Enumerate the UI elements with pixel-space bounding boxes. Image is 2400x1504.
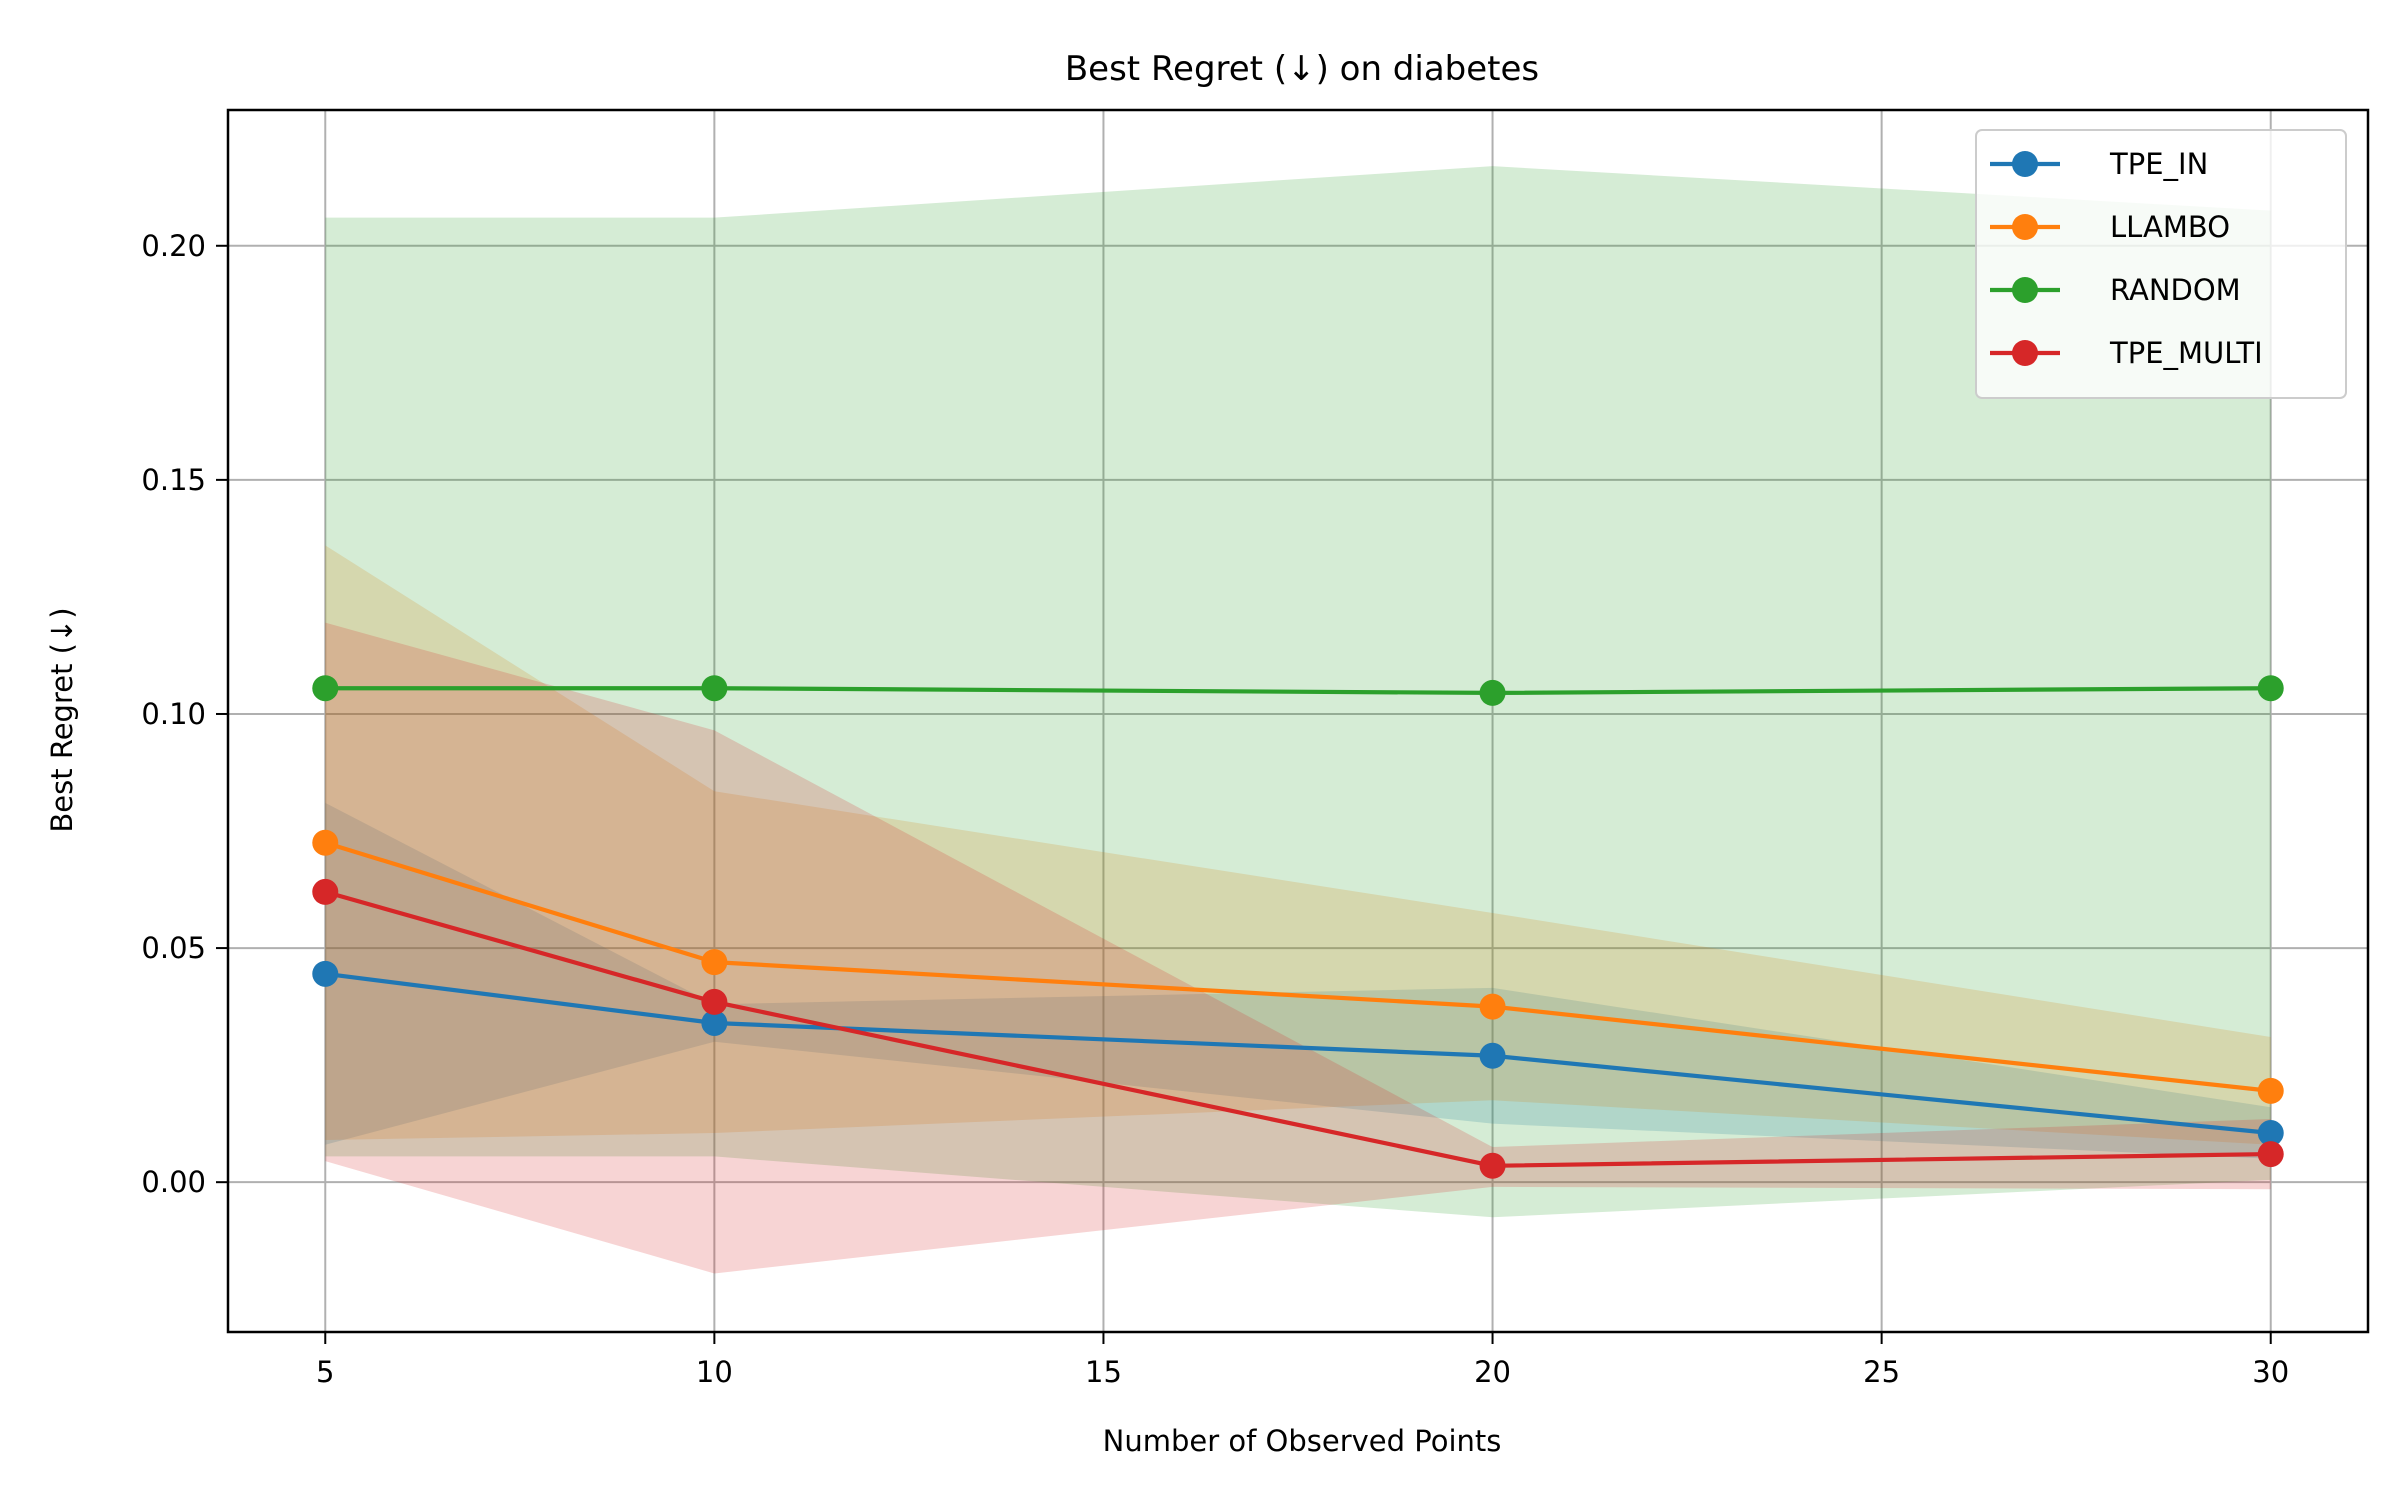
llambo-point [312,829,339,856]
plot-frame [226,108,2370,1334]
random-point [2257,675,2284,702]
legend-marker-swatch [2012,340,2038,366]
y-tick-label: 0.10 [141,697,206,731]
x-axis-ticks: 5 10 15 20 25 30 [316,1332,2289,1389]
legend-label: TPE_IN [2109,147,2208,181]
legend-item-llambo[interactable]: LLAMBO [1990,210,2230,244]
llambo-line [324,840,2271,1093]
random-point [1479,679,1506,706]
tpe-in-point [1479,1042,1506,1069]
llambo-band [325,545,2271,1145]
tpe-multi-point [2257,1141,2284,1168]
legend-item-random[interactable]: RANDOM [1990,273,2241,307]
y-tick-label: 0.15 [141,463,206,497]
x-tick-label: 20 [1474,1355,1511,1389]
llambo-point [1479,993,1506,1020]
tpe-multi-point [312,878,339,905]
y-tick-label: 0.20 [141,229,206,263]
legend[interactable]: TPE_IN LLAMBO RANDOM TPE_MULTI [1975,129,2347,399]
chart-title: Best Regret (↓) on diabetes [1065,49,1539,89]
x-tick-label: 15 [1085,1355,1122,1389]
tpe-in-point [2257,1120,2284,1147]
x-tick-label: 10 [696,1355,733,1389]
y-tick-label: 0.00 [141,1165,206,1199]
legend-marker-swatch [2012,151,2038,177]
series-lines [324,686,2271,1168]
x-axis-label: Number of Observed Points [1103,1424,1502,1458]
tpe-in-line [325,971,2271,1136]
x-tick-label: 30 [2252,1355,2289,1389]
llambo-point [701,949,728,976]
random-point [701,675,728,702]
legend-label: RANDOM [2110,273,2241,307]
y-tick-label: 0.05 [141,931,206,965]
series-markers [312,675,2284,1179]
legend-item-tpe-in[interactable]: TPE_IN [1990,147,2208,181]
legend-item-tpe-multi[interactable]: TPE_MULTI [1990,336,2263,370]
legend-marker-swatch [2012,277,2038,303]
tpe-in-point [701,1009,728,1036]
tpe-multi-point [1479,1152,1506,1179]
legend-label: LLAMBO [2110,210,2230,244]
legend-box [1975,129,2347,399]
legend-label: TPE_MULTI [2109,336,2263,370]
tpe-multi-line [324,889,2271,1168]
tpe-multi-band [325,622,2271,1274]
y-axis-label: Best Regret (↓) [45,607,79,832]
x-tick-label: 5 [316,1355,334,1389]
llambo-point [2257,1077,2284,1104]
legend-marker-swatch [2012,214,2038,240]
x-tick-label: 25 [1863,1355,1900,1389]
tpe-multi-point [701,988,728,1015]
y-axis-ticks: 0.00 0.05 0.10 0.15 0.20 [141,229,228,1199]
tpe-in-band [325,802,2271,1159]
random-point [312,675,339,702]
random-line [325,686,2271,696]
tpe-in-point [312,960,339,987]
